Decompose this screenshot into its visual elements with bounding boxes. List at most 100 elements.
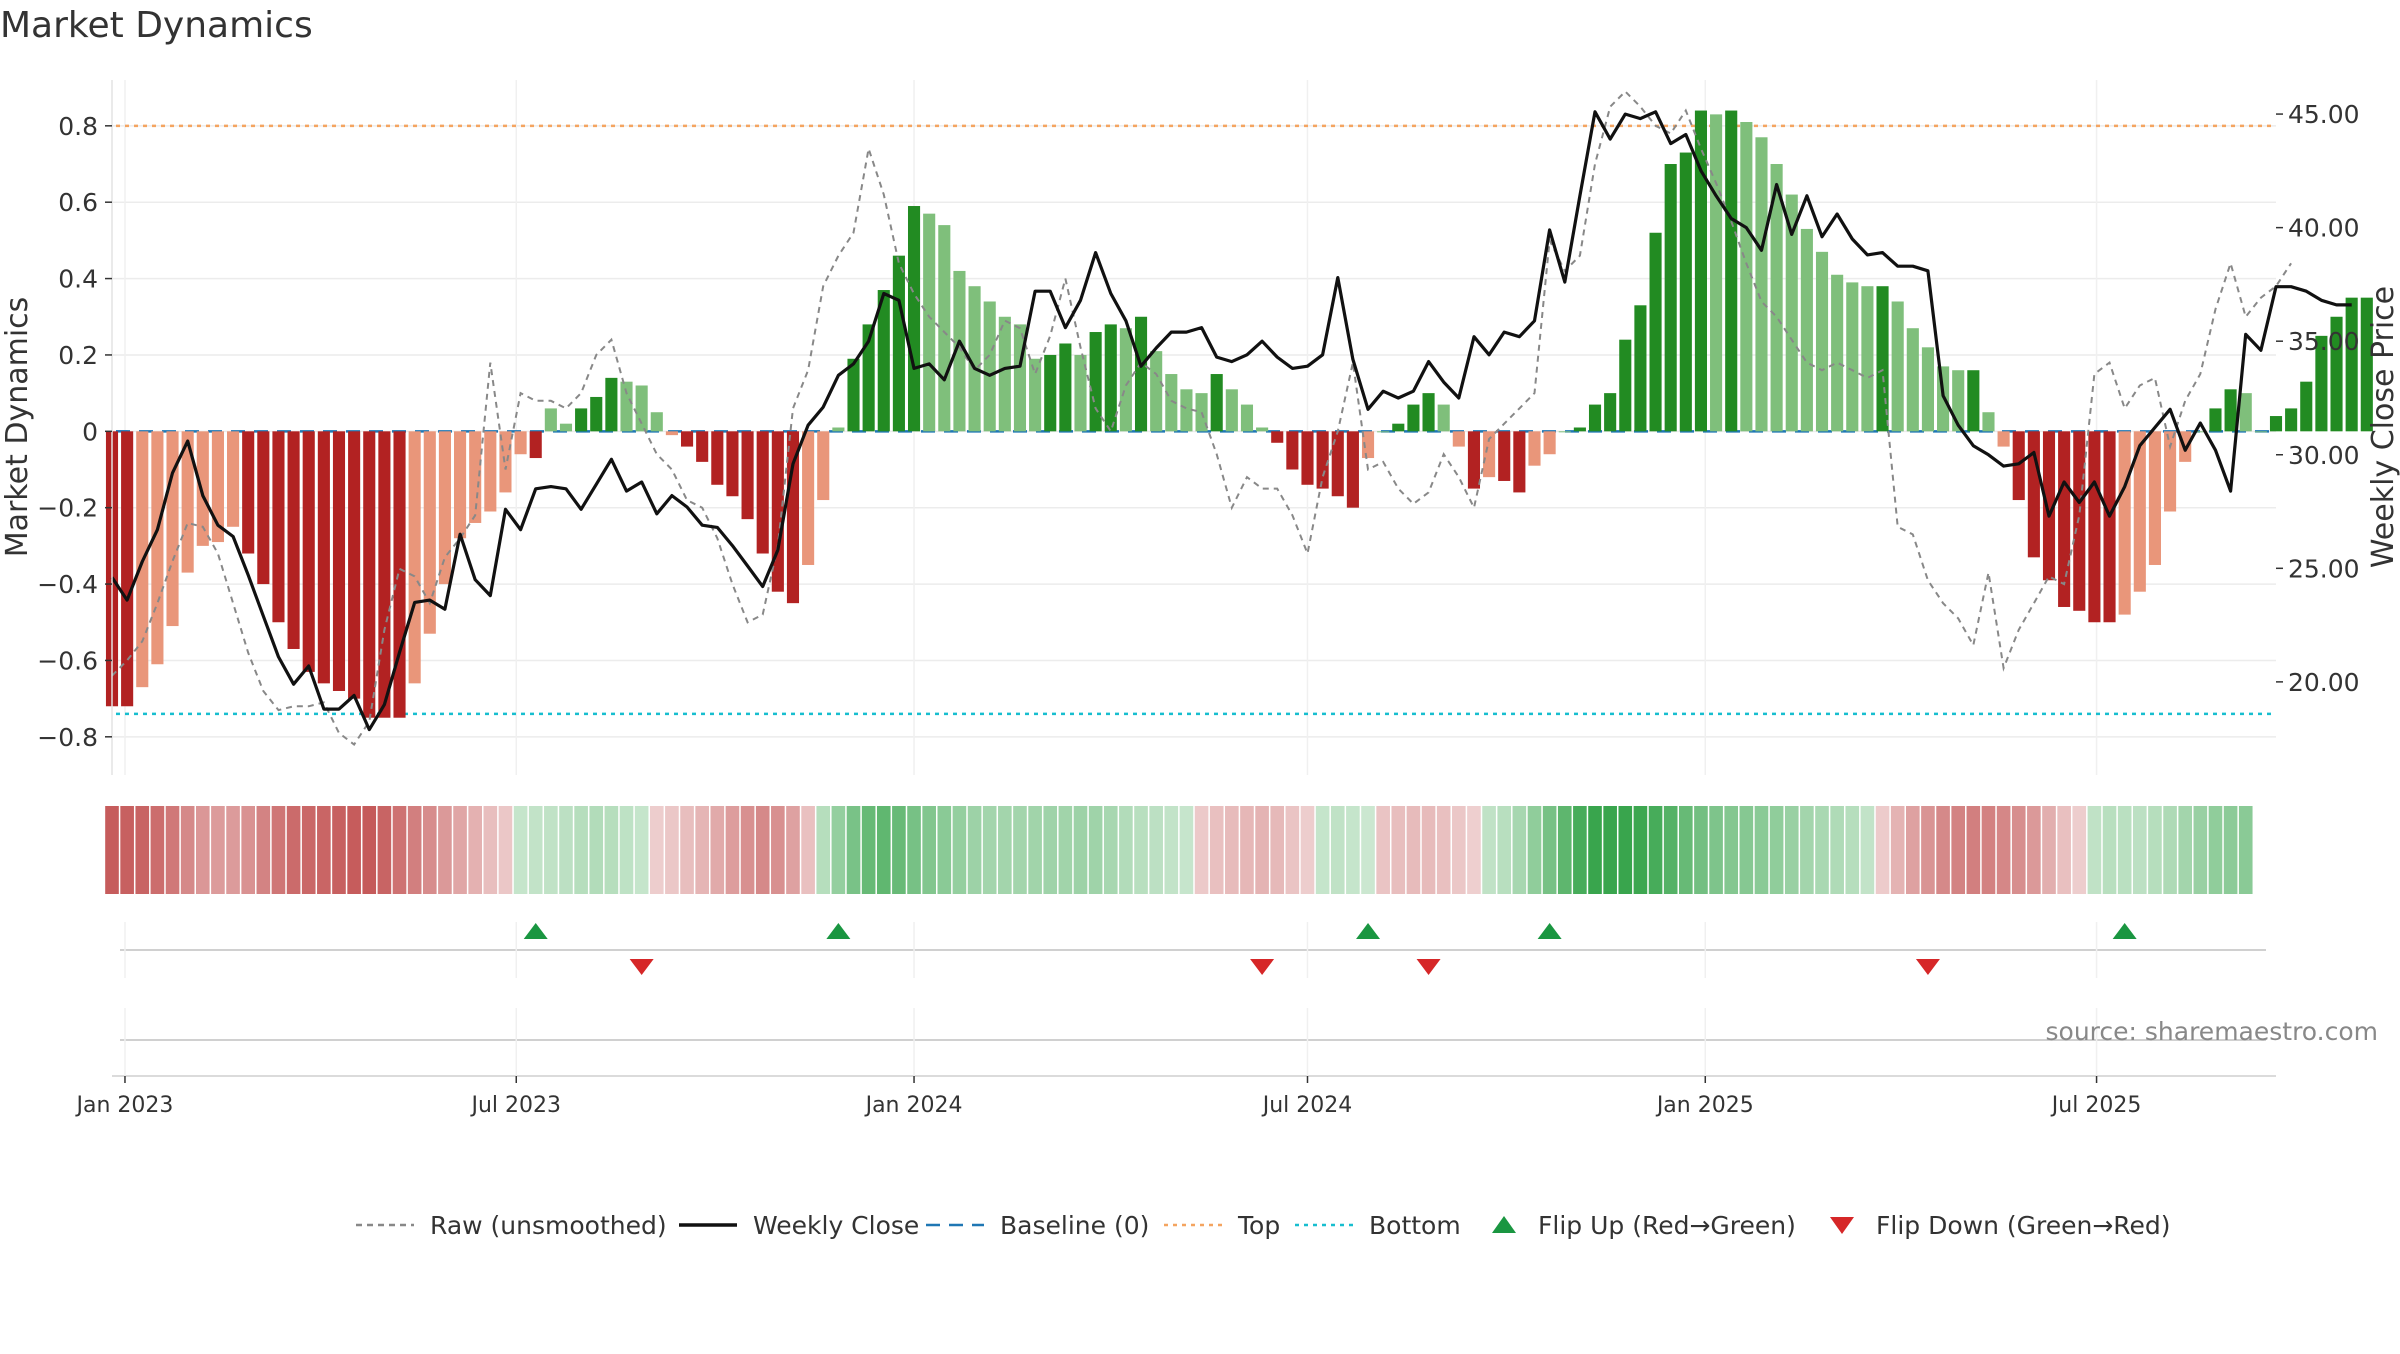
dynamics-bar-5 xyxy=(181,431,194,573)
dynamics-bar-136 xyxy=(2164,431,2177,512)
heat-cell-58 xyxy=(982,806,997,894)
dynamics-bar-130 xyxy=(2073,431,2086,611)
heat-cell-77 xyxy=(1270,806,1285,894)
heat-cell-41 xyxy=(725,806,740,894)
dynamics-bar-58 xyxy=(983,301,996,432)
heat-cell-138 xyxy=(2193,806,2208,894)
dynamics-bar-44 xyxy=(771,431,784,592)
heat-cell-107 xyxy=(1724,806,1739,894)
dynamics-bar-22 xyxy=(438,431,451,585)
heat-cell-131 xyxy=(2087,806,2102,894)
dynamics-bar-100 xyxy=(1619,339,1632,432)
y-tick-label-left-4: 0 xyxy=(82,417,98,446)
heat-cell-137 xyxy=(2178,806,2193,894)
legend-swatch-5 xyxy=(1492,1216,1516,1233)
dynamics-bar-32 xyxy=(590,396,603,432)
dynamics-bar-70 xyxy=(1165,374,1178,432)
flip-up-marker-0 xyxy=(523,923,548,939)
legend-label-1: Weekly Close xyxy=(753,1211,919,1240)
x-axis: Jan 2023 Jul 2023 Jan 2024 Jul 2024 Jan 2025… xyxy=(75,1008,2276,1118)
heat-cell-43 xyxy=(755,806,770,894)
flip-down-marker-0 xyxy=(629,959,654,975)
dynamics-bar-128 xyxy=(2042,431,2056,581)
dynamics-bar-6 xyxy=(196,431,209,546)
dynamics-bar-81 xyxy=(1331,431,1344,497)
dynamics-bar-54 xyxy=(923,213,936,432)
y-tick-label-left-5: −0.2 xyxy=(37,494,98,523)
x-tick-label-0: Jan 2023 xyxy=(75,1093,174,1118)
axes: 0.8 0.6 0.4 0.2 0 −0.2 −0.4 −0.6 −0.8 45.00 40.00 3… xyxy=(37,80,2360,775)
raw-unsmoothed-line xyxy=(111,90,2292,746)
y-tick-label-left-6: −0.4 xyxy=(37,570,98,599)
dynamics-bar-14 xyxy=(317,431,330,684)
dynamics-bar-28 xyxy=(529,431,542,459)
y-tick-label-left-7: −0.6 xyxy=(37,646,98,675)
dynamics-bar-123 xyxy=(1967,370,1980,432)
heat-cell-113 xyxy=(1815,806,1829,894)
dynamics-bar-51 xyxy=(877,290,890,432)
dynamics-bar-7 xyxy=(211,431,224,543)
dynamics-bar-91 xyxy=(1483,431,1496,478)
heat-cell-18 xyxy=(377,806,392,894)
dynamics-bar-77 xyxy=(1271,431,1284,443)
flip-up-marker-2 xyxy=(1356,923,1381,939)
dynamics-bar-109 xyxy=(1755,137,1768,432)
y-tick-label-left-1: 0.6 xyxy=(58,188,98,217)
heat-cell-38 xyxy=(680,806,694,894)
heat-cell-65 xyxy=(1088,806,1103,894)
dynamics-bar-24 xyxy=(469,431,482,523)
heat-cell-72 xyxy=(1194,806,1209,894)
dynamics-bar-33 xyxy=(605,377,618,432)
heat-cell-134 xyxy=(2132,806,2147,894)
dynamics-bar-29 xyxy=(544,408,557,432)
dynamics-bar-48 xyxy=(832,427,845,432)
dynamics-bar-42 xyxy=(741,431,754,520)
heat-cell-40 xyxy=(710,806,725,894)
dynamics-bar-146 xyxy=(2315,335,2328,432)
heat-cell-45 xyxy=(786,806,800,894)
dynamics-bar-104 xyxy=(1679,152,1692,432)
y-tick-label-left-8: −0.8 xyxy=(37,723,98,752)
dynamics-bar-39 xyxy=(696,431,709,462)
dynamics-bar-80 xyxy=(1316,431,1329,489)
heat-cell-29 xyxy=(544,806,558,894)
heat-cell-46 xyxy=(801,806,815,894)
dynamics-bar-96 xyxy=(1558,431,1571,433)
legend: Raw (unsmoothed) Weekly Close Baseline (0)… xyxy=(356,1211,2171,1240)
heat-cell-110 xyxy=(1769,806,1784,894)
heat-cell-48 xyxy=(831,806,846,894)
dynamics-bar-68 xyxy=(1134,316,1148,432)
dynamics-bar-127 xyxy=(2027,431,2040,558)
y-axis-label-left: Market Dynamics xyxy=(0,297,35,558)
heat-cell-4 xyxy=(165,806,180,894)
dynamics-bar-139 xyxy=(2209,408,2222,432)
heat-cell-104 xyxy=(1679,806,1693,894)
heat-cell-97 xyxy=(1573,806,1587,894)
dynamics-bar-149 xyxy=(2360,297,2373,432)
dynamics-bar-66 xyxy=(1104,324,1117,432)
heat-cell-121 xyxy=(1936,806,1950,894)
heat-cell-75 xyxy=(1240,806,1254,894)
dynamics-bar-75 xyxy=(1240,404,1254,432)
dynamics-bar-1 xyxy=(121,431,134,707)
dynamics-bar-102 xyxy=(1649,232,1662,432)
heat-cell-1 xyxy=(120,806,134,894)
dynamics-bar-73 xyxy=(1210,374,1223,432)
heat-cell-19 xyxy=(392,806,407,894)
heat-cell-94 xyxy=(1527,806,1542,894)
dynamics-bar-52 xyxy=(892,255,905,432)
heat-cell-122 xyxy=(1951,806,1966,894)
heat-cell-26 xyxy=(498,806,513,894)
heat-cell-130 xyxy=(2072,806,2087,894)
flip-up-marker-4 xyxy=(2112,923,2137,939)
dynamics-bar-47 xyxy=(817,431,830,501)
dynamics-bar-92 xyxy=(1498,431,1511,481)
heat-cell-91 xyxy=(1482,806,1496,894)
dynamics-bar-12 xyxy=(287,431,300,649)
dynamics-bar-90 xyxy=(1467,431,1481,489)
heat-cell-37 xyxy=(665,806,679,894)
dynamics-bar-23 xyxy=(454,431,467,539)
heat-cell-22 xyxy=(438,806,452,894)
dynamics-bar-64 xyxy=(1074,354,1087,432)
dynamics-bar-65 xyxy=(1089,332,1102,432)
